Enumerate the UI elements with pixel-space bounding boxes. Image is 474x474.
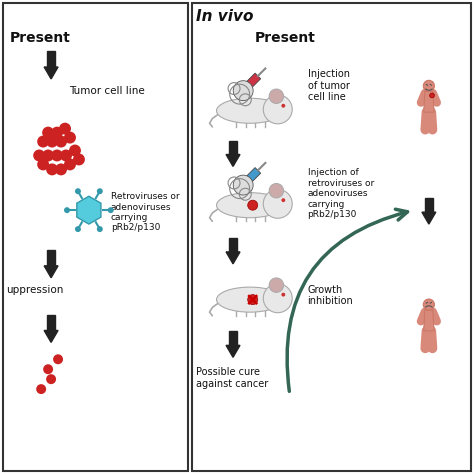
Circle shape <box>282 198 285 202</box>
Circle shape <box>42 127 54 138</box>
Circle shape <box>282 104 285 108</box>
Polygon shape <box>47 250 55 266</box>
Polygon shape <box>424 91 434 112</box>
Polygon shape <box>47 51 55 67</box>
Circle shape <box>55 136 67 147</box>
Circle shape <box>46 164 58 175</box>
Circle shape <box>43 364 53 374</box>
Circle shape <box>423 299 435 310</box>
Circle shape <box>263 284 292 313</box>
Text: Tumor cell line: Tumor cell line <box>69 86 145 96</box>
Polygon shape <box>226 346 240 357</box>
Circle shape <box>36 384 46 394</box>
Circle shape <box>97 226 103 232</box>
Text: In vivo: In vivo <box>196 9 254 24</box>
Text: Present: Present <box>254 31 315 45</box>
Ellipse shape <box>217 287 283 312</box>
Text: Injection of
retroviruses or
adenoviruses
carrying
pRb2/p130: Injection of retroviruses or adenoviruse… <box>308 168 374 219</box>
Polygon shape <box>226 252 240 264</box>
Circle shape <box>69 145 81 156</box>
Circle shape <box>269 89 283 103</box>
Circle shape <box>263 189 292 218</box>
Circle shape <box>248 200 258 210</box>
Polygon shape <box>422 212 436 224</box>
Text: uppression: uppression <box>6 285 64 295</box>
Circle shape <box>73 154 85 165</box>
Circle shape <box>53 354 63 364</box>
Circle shape <box>46 136 58 147</box>
Circle shape <box>97 188 103 194</box>
Circle shape <box>282 292 285 297</box>
Circle shape <box>51 127 63 138</box>
Circle shape <box>51 149 63 162</box>
Circle shape <box>37 136 49 147</box>
Polygon shape <box>192 3 471 471</box>
Circle shape <box>55 164 67 175</box>
Polygon shape <box>47 315 55 330</box>
Circle shape <box>59 123 71 135</box>
Ellipse shape <box>217 192 283 218</box>
Polygon shape <box>44 266 58 278</box>
Polygon shape <box>240 73 261 93</box>
Circle shape <box>269 183 283 198</box>
Polygon shape <box>229 238 237 252</box>
Polygon shape <box>229 141 237 155</box>
Polygon shape <box>229 331 237 346</box>
Text: Present: Present <box>9 31 70 45</box>
Text: Growth
inhibition: Growth inhibition <box>308 285 353 306</box>
Polygon shape <box>240 168 261 188</box>
Circle shape <box>429 93 435 98</box>
Polygon shape <box>226 155 240 166</box>
Circle shape <box>60 149 72 162</box>
Circle shape <box>37 158 49 170</box>
Text: Retroviruses or
adenoviruses
carrying
pRb2/p130: Retroviruses or adenoviruses carrying pR… <box>111 192 179 232</box>
Circle shape <box>263 95 292 124</box>
Text: Possible cure
against cancer: Possible cure against cancer <box>196 367 268 389</box>
Polygon shape <box>424 310 434 331</box>
Circle shape <box>108 207 114 213</box>
Circle shape <box>75 188 81 194</box>
Circle shape <box>248 295 258 305</box>
Polygon shape <box>44 330 58 342</box>
Circle shape <box>269 278 283 292</box>
Circle shape <box>33 149 45 162</box>
Polygon shape <box>77 196 101 224</box>
Text: Injection
of tumor
cell line: Injection of tumor cell line <box>308 69 350 102</box>
Polygon shape <box>44 67 58 79</box>
Circle shape <box>64 158 76 170</box>
Circle shape <box>75 226 81 232</box>
Circle shape <box>46 374 56 384</box>
Circle shape <box>423 80 435 91</box>
Polygon shape <box>425 198 433 212</box>
Circle shape <box>42 149 54 162</box>
Circle shape <box>64 207 70 213</box>
Circle shape <box>64 132 76 144</box>
Ellipse shape <box>217 98 283 123</box>
Polygon shape <box>3 3 188 471</box>
Ellipse shape <box>233 175 253 195</box>
Ellipse shape <box>233 81 253 100</box>
